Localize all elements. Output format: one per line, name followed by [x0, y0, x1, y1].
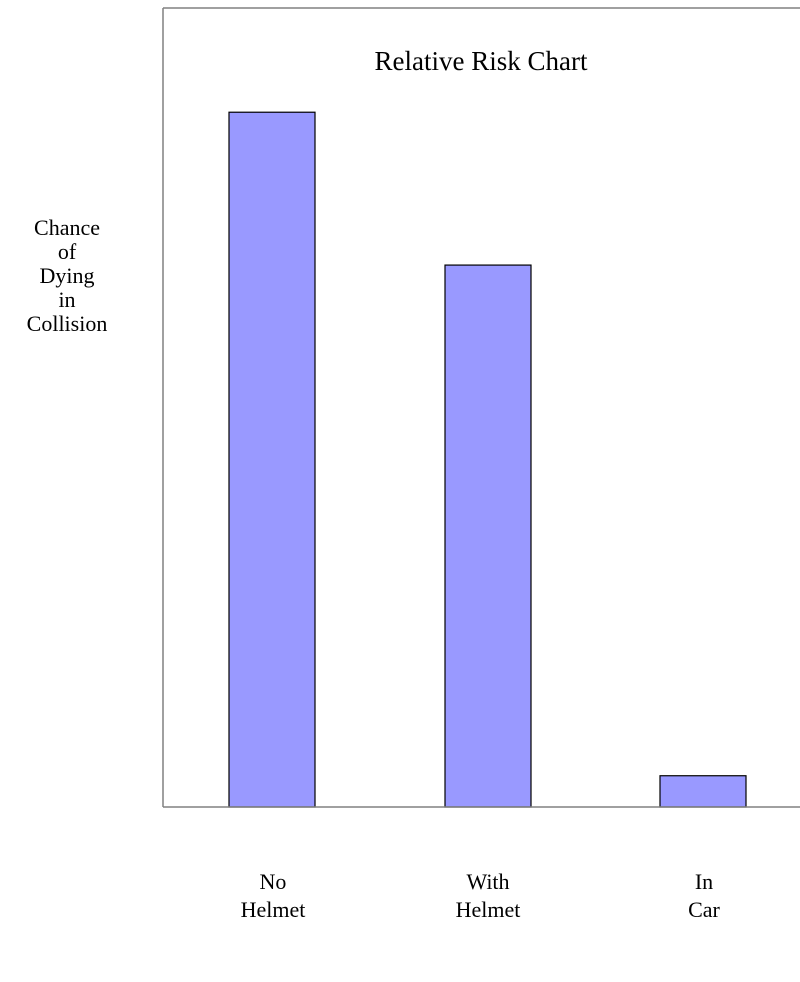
category-label-line: With	[466, 869, 510, 894]
category-label-line: Helmet	[455, 897, 521, 922]
bar-1	[444, 264, 532, 808]
y-axis-label-line: Dying	[39, 263, 95, 288]
category-label-with-helmet: With Helmet	[408, 868, 568, 924]
y-axis-label-line: of	[57, 239, 77, 264]
category-label-no-helmet: No Helmet	[193, 868, 353, 924]
category-label-line: Car	[688, 897, 720, 922]
category-label-line: In	[694, 869, 714, 894]
y-axis-label-line: in	[58, 287, 76, 312]
chart-title: Relative Risk Chart	[374, 46, 588, 76]
category-label-in-car: In Car	[624, 868, 784, 924]
y-axis-label-line: Collision	[26, 311, 108, 336]
category-label-line: Helmet	[240, 897, 306, 922]
bar-0	[228, 111, 316, 808]
bar-2	[659, 775, 747, 808]
y-axis-label-line: Chance	[34, 215, 100, 240]
y-axis-label: Chance of Dying in Collision	[0, 216, 134, 336]
category-label-line: No	[259, 869, 287, 894]
